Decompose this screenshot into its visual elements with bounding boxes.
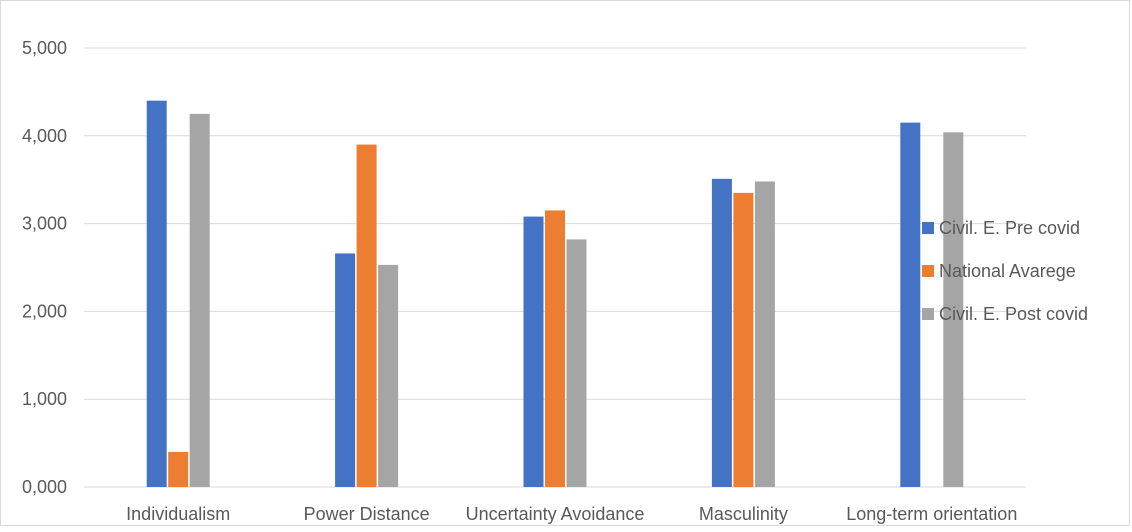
bar (168, 451, 189, 487)
legend-label: Civil. E. Pre covid (939, 218, 1080, 238)
y-tick-label: 2,000 (22, 301, 67, 321)
legend-swatch (922, 265, 934, 277)
x-category-label: Long-term orientation (846, 504, 1017, 524)
y-tick-label: 4,000 (22, 126, 67, 146)
bar (545, 210, 565, 487)
legend-label: Civil. E. Post covid (939, 304, 1088, 324)
bar (335, 253, 356, 487)
bar (943, 132, 964, 487)
legend: Civil. E. Pre covid National Avarege Civil… (922, 218, 1088, 324)
x-category-label: Masculinity (699, 504, 788, 524)
bar (754, 181, 775, 487)
x-category-label: Power Distance (304, 504, 430, 524)
bar (566, 239, 587, 487)
bar (356, 144, 377, 487)
bar (711, 178, 732, 487)
y-tick-label: 1,000 (22, 389, 67, 409)
bar (378, 264, 399, 487)
bar (900, 122, 921, 487)
x-category-label: Individualism (126, 504, 230, 524)
y-tick-label: 3,000 (22, 214, 67, 234)
x-category-label: Uncertainty Avoidance (466, 504, 645, 524)
legend-swatch (922, 308, 934, 320)
y-tick-label: 5,000 (22, 38, 67, 58)
y-tick-label: 0,000 (22, 477, 67, 497)
bar (733, 192, 754, 487)
legend-label: National Avarege (939, 261, 1076, 281)
bar (146, 100, 167, 488)
bar (523, 216, 544, 488)
bar (189, 113, 210, 487)
legend-swatch (922, 222, 934, 234)
bars (146, 100, 964, 488)
y-axis-tick-labels: 0,000 1,000 2,000 3,000 4,000 5,000 (22, 38, 67, 497)
x-axis-category-labels: Individualism Power Distance Uncertainty A… (126, 504, 1017, 524)
